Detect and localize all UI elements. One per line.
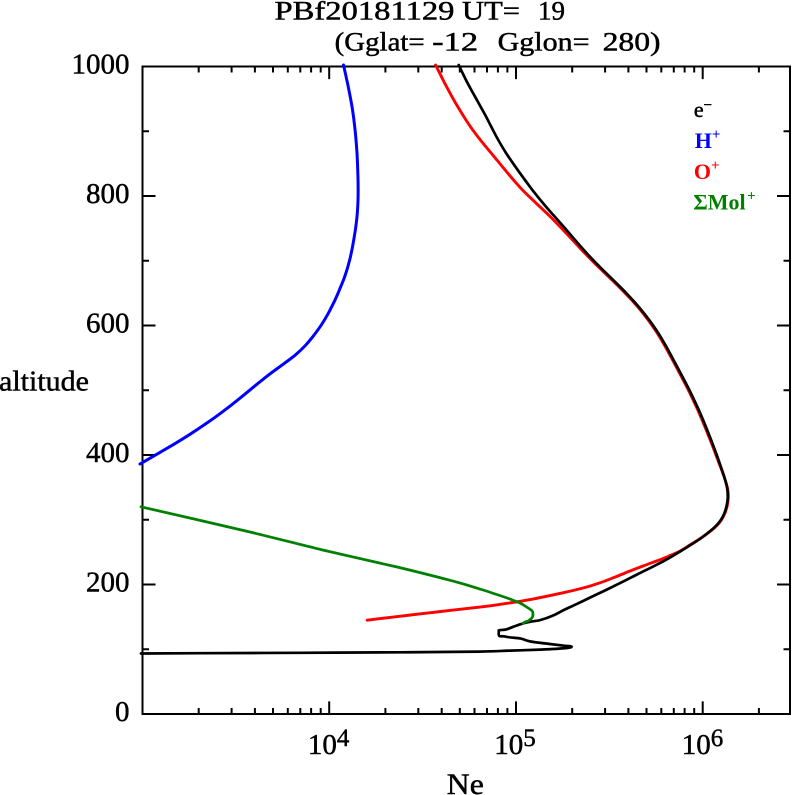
svg-text:Gglon=: Gglon= — [498, 27, 590, 56]
svg-text:280): 280) — [603, 27, 661, 56]
svg-text:-12: -12 — [432, 27, 478, 56]
svg-text:PBf20181129: PBf20181129 — [275, 0, 455, 26]
svg-text:Ne: Ne — [447, 768, 484, 795]
svg-text:ΣMol+: ΣMol + — [693, 188, 755, 214]
svg-text:400: 400 — [86, 437, 130, 469]
svg-text:altitude: altitude — [0, 365, 89, 397]
svg-text:800: 800 — [86, 178, 130, 210]
svg-text:0: 0 — [115, 696, 130, 728]
svg-text:600: 600 — [86, 308, 130, 340]
svg-text:(Gglat=: (Gglat= — [335, 27, 425, 56]
svg-text:200: 200 — [86, 567, 130, 599]
svg-text:UT=: UT= — [462, 0, 520, 26]
svg-text:19: 19 — [538, 0, 565, 26]
svg-text:1000: 1000 — [72, 49, 130, 81]
